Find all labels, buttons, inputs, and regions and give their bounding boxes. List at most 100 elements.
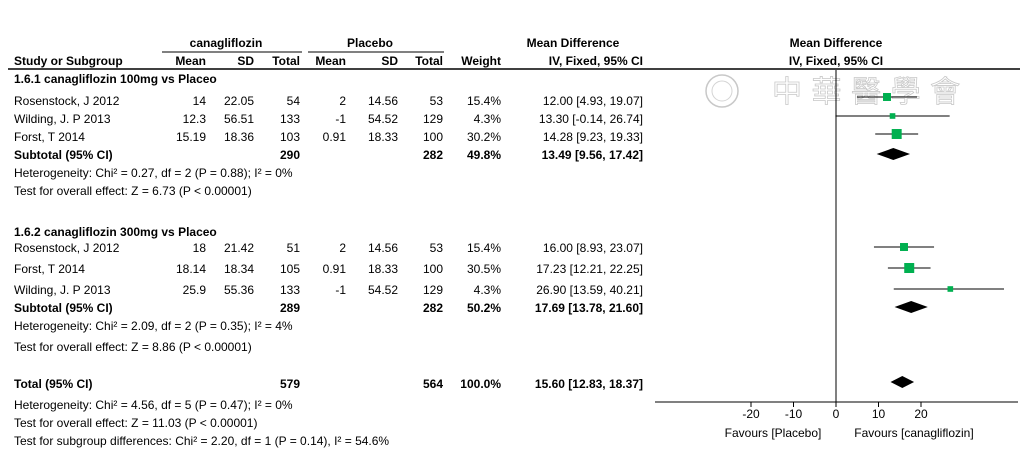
table-row: Wilding, J. P 2013 12.3 56.51 133 -1 54.… — [14, 112, 643, 126]
watermark-seal-inner — [711, 80, 733, 102]
total-ctl-total: 564 — [423, 377, 443, 391]
ctl-total: 100 — [423, 130, 443, 144]
x-tick-label: -20 — [742, 407, 760, 421]
ctl-sd: 14.56 — [368, 94, 398, 108]
ci-text: 26.90 [13.59, 40.21] — [536, 283, 643, 297]
ctl-total: 53 — [430, 94, 444, 108]
ctl-mean: -1 — [335, 283, 346, 297]
x-tick-label: -10 — [785, 407, 803, 421]
subtotal-weight: 49.8% — [467, 148, 501, 162]
column-exp-mean: Mean — [175, 54, 206, 68]
exp-sd: 55.36 — [224, 283, 254, 297]
favours-left-label: Favours [Placebo] — [725, 426, 822, 440]
subtotal-exp-total: 290 — [280, 148, 300, 162]
exp-total: 105 — [280, 262, 300, 276]
exp-sd: 21.42 — [224, 241, 254, 255]
exp-sd: 18.34 — [224, 262, 254, 276]
x-tick-label: 10 — [872, 407, 886, 421]
subtotal-diamond — [876, 148, 911, 160]
ctl-sd: 54.52 — [368, 112, 398, 126]
ci-text: 16.00 [8.93, 23.07] — [543, 241, 643, 255]
exp-sd: 56.51 — [224, 112, 254, 126]
exp-mean: 12.3 — [183, 112, 207, 126]
ctl-mean: 2 — [339, 241, 346, 255]
subtotal-label: Subtotal (95% CI) — [14, 148, 113, 162]
favours-right-label: Favours [canagliflozin] — [854, 426, 973, 440]
study-marker — [891, 129, 902, 139]
x-tick-label: 0 — [833, 407, 840, 421]
watermark-seal-icon — [705, 74, 739, 108]
exp-mean: 25.9 — [183, 283, 207, 297]
subgroup-difference-text: Test for subgroup differences: Chi² = 2.… — [14, 434, 389, 448]
column-weight: Weight — [461, 54, 501, 68]
subtotal-row: Subtotal (95% CI) 289 282 50.2% 17.69 [1… — [14, 301, 643, 315]
overall-effect-text: Test for overall effect: Z = 8.86 (P < 0… — [14, 340, 252, 354]
study-marker — [900, 243, 908, 251]
ctl-total: 129 — [423, 112, 443, 126]
subtotal-ctl-total: 282 — [423, 148, 443, 162]
exp-sd: 22.05 — [224, 94, 254, 108]
exp-total: 133 — [280, 112, 300, 126]
header-effect: Mean Difference — [527, 36, 620, 50]
total-diamond — [890, 376, 915, 388]
ctl-sd: 18.33 — [368, 262, 398, 276]
total-overall-effect-text: Test for overall effect: Z = 11.03 (P < … — [14, 416, 257, 430]
study-name: Rosenstock, J 2012 — [14, 94, 120, 108]
subtotal-weight: 50.2% — [467, 301, 501, 315]
weight: 4.3% — [474, 283, 502, 297]
subtotal-ci-text: 17.69 [13.78, 21.60] — [535, 301, 643, 315]
x-tick-label: 20 — [914, 407, 928, 421]
overall-effect-text: Test for overall effect: Z = 6.73 (P < 0… — [14, 184, 252, 198]
weight: 4.3% — [474, 112, 502, 126]
column-ctl-mean: Mean — [315, 54, 346, 68]
ctl-sd: 18.33 — [368, 130, 398, 144]
ctl-total: 53 — [430, 241, 444, 255]
total-row: Total (95% CI) 579 564 100.0% 15.60 [12.… — [14, 377, 643, 391]
study-name: Forst, T 2014 — [14, 262, 85, 276]
table-row: Rosenstock, J 2012 14 22.05 54 2 14.56 5… — [14, 94, 643, 108]
table-row: Rosenstock, J 2012 18 21.42 51 2 14.56 5… — [14, 241, 643, 255]
ci-text: 12.00 [4.93, 19.07] — [543, 94, 643, 108]
subtotal-ctl-total: 282 — [423, 301, 443, 315]
ctl-total: 100 — [423, 262, 443, 276]
column-study: Study or Subgroup — [14, 54, 123, 68]
study-marker — [889, 113, 896, 119]
weight: 15.4% — [467, 241, 501, 255]
exp-total: 103 — [280, 130, 300, 144]
exp-mean: 18 — [193, 241, 207, 255]
ci-text: 13.30 [-0.14, 26.74] — [539, 112, 643, 126]
column-ci: IV, Fixed, 95% CI — [549, 54, 643, 68]
exp-mean: 15.19 — [176, 130, 206, 144]
exp-sd: 18.36 — [224, 130, 254, 144]
study-marker — [947, 286, 954, 292]
ci-text: 17.23 [12.21, 22.25] — [536, 262, 643, 276]
subtotal-diamond — [894, 301, 928, 313]
column-ctl-sd: SD — [381, 54, 398, 68]
study-name: Wilding, J. P 2013 — [14, 283, 111, 297]
table-row: Wilding, J. P 2013 25.9 55.36 133 -1 54.… — [14, 283, 643, 297]
heterogeneity-text: Heterogeneity: Chi² = 2.09, df = 2 (P = … — [14, 319, 293, 333]
weight: 30.2% — [467, 130, 501, 144]
watermark: 中 華 醫 學 會 — [705, 74, 961, 110]
study-name: Wilding, J. P 2013 — [14, 112, 111, 126]
exp-total: 133 — [280, 283, 300, 297]
table-row: Forst, T 2014 15.19 18.36 103 0.91 18.33… — [14, 130, 643, 144]
ctl-sd: 54.52 — [368, 283, 398, 297]
total-exp-total: 579 — [280, 377, 300, 391]
header-experimental: canagliflozin — [190, 36, 263, 50]
study-name: Rosenstock, J 2012 — [14, 241, 120, 255]
subgroup-title: 1.6.1 canagliflozin 100mg vs Placeo — [14, 72, 217, 86]
ctl-sd: 14.56 — [368, 241, 398, 255]
header-control: Placebo — [347, 36, 393, 50]
study-marker — [904, 263, 915, 273]
column-ctl-total: Total — [415, 54, 443, 68]
ci-text: 14.28 [9.23, 19.33] — [543, 130, 643, 144]
total-heterogeneity-text: Heterogeneity: Chi² = 4.56, df = 5 (P = … — [14, 398, 293, 412]
subtotal-row: Subtotal (95% CI) 290 282 49.8% 13.49 [9… — [14, 148, 643, 162]
ctl-total: 129 — [423, 283, 443, 297]
total-weight: 100.0% — [460, 377, 501, 391]
column-exp-total: Total — [272, 54, 300, 68]
column-exp-sd: SD — [237, 54, 254, 68]
exp-total: 54 — [287, 94, 301, 108]
